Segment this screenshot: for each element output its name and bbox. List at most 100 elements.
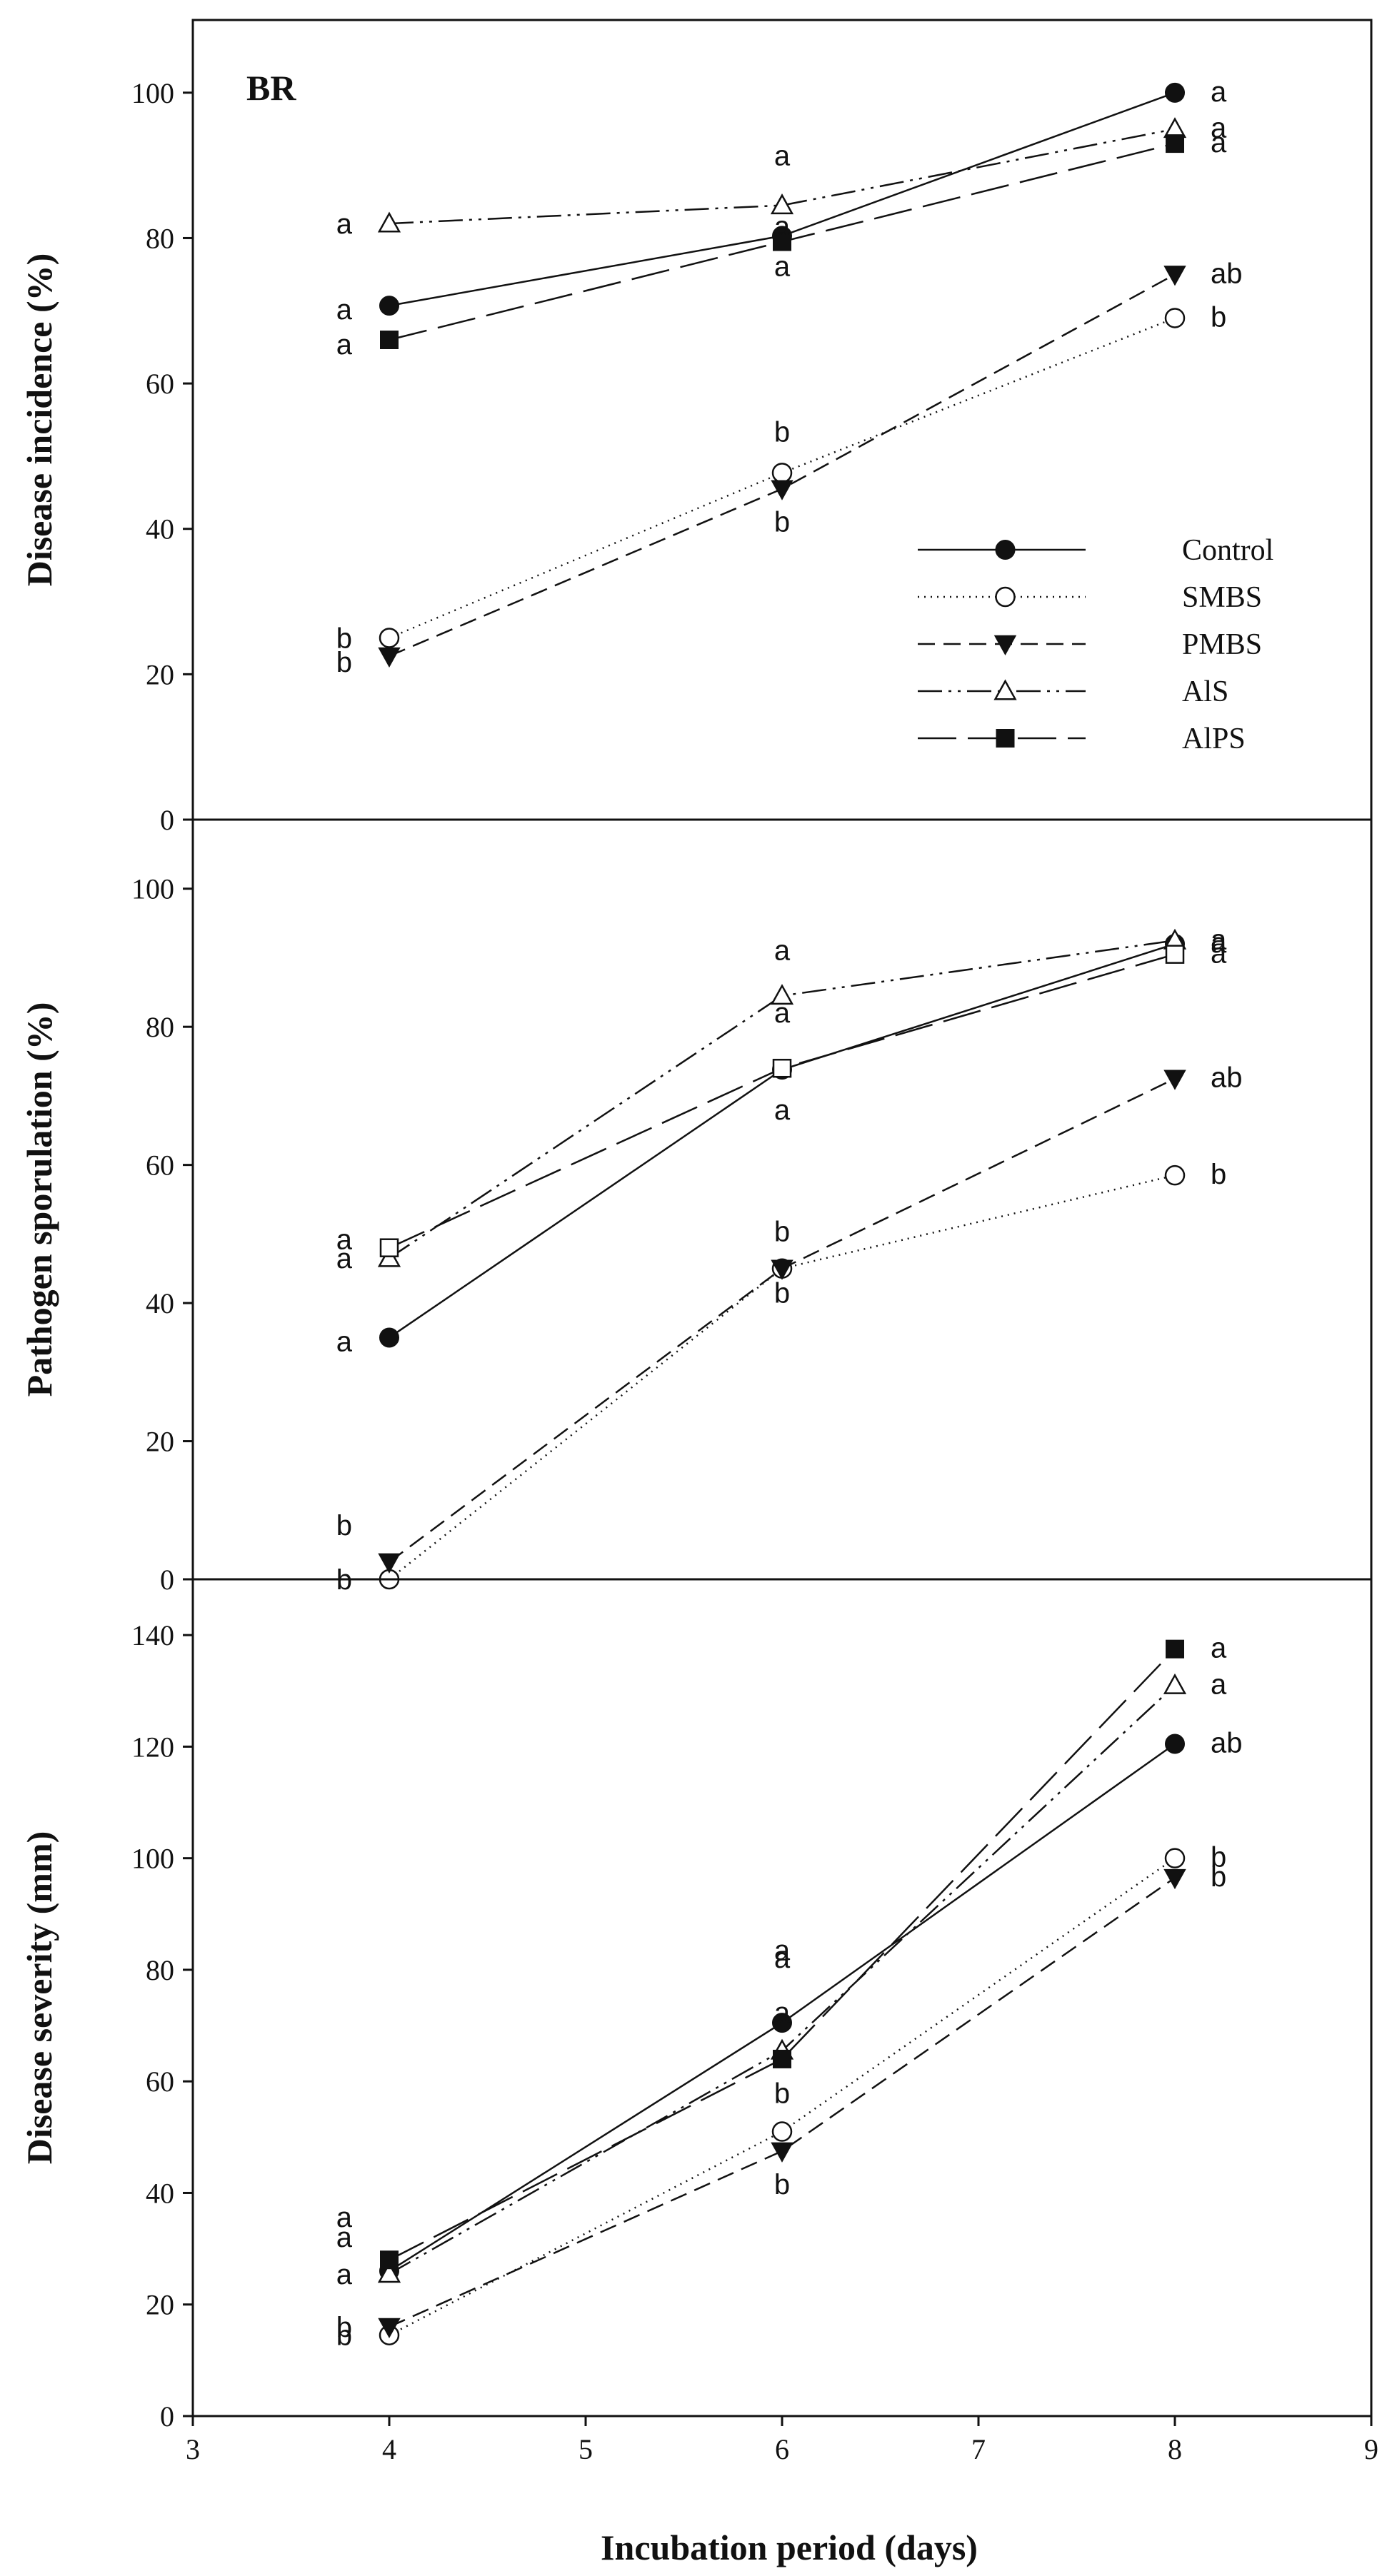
series-incidence-SMBS	[379, 308, 1186, 648]
x-tick-label: 6	[775, 2433, 789, 2465]
significance-letter-AlS-x6: a	[774, 141, 791, 172]
y-tick-label-severity: 120	[131, 1731, 174, 1763]
data-point-AlPS-x8	[1166, 134, 1184, 154]
legend-label-SMBS: SMBS	[1182, 581, 1262, 614]
y-tick-label-sporulation: 100	[131, 873, 174, 905]
significance-letter-Control-x6: a	[774, 1095, 791, 1126]
data-point-AlS-x4	[377, 2262, 401, 2283]
data-point-PMBS-x6	[771, 1259, 793, 1280]
y-tick-label-sporulation: 20	[146, 1426, 174, 1458]
significance-letter-AlPS-x6: a	[774, 1943, 791, 1974]
significance-letter-AlS-x4: a	[336, 2259, 353, 2290]
significance-letter-Control-x4: a	[336, 1326, 353, 1357]
significance-letter-SMBS-x8: b	[1211, 1842, 1226, 1873]
data-point-PMBS-x8	[1163, 266, 1186, 286]
series-line-AlPS	[389, 1648, 1176, 2261]
series-line-AlS	[389, 128, 1176, 225]
data-point-PMBS-x8	[1163, 1868, 1186, 1890]
y-tick-label-severity: 40	[146, 2177, 174, 2209]
data-point-AlS-x6	[770, 193, 794, 215]
legend-label-AlPS: AlPS	[1182, 723, 1246, 755]
data-point-Control-x4	[379, 1327, 399, 1348]
legend-label-PMBS: PMBS	[1182, 628, 1262, 661]
series-incidence-AlS	[377, 117, 1187, 233]
x-tick-label: 8	[1168, 2433, 1182, 2465]
significance-letter-PMBS-x8: b	[1211, 1861, 1226, 1893]
y-tick-label-severity: 100	[131, 1843, 174, 1875]
data-point-PMBS-x4	[378, 647, 401, 668]
significance-letter-AlPS-x8: a	[1211, 938, 1227, 970]
significance-letter-PMBS-x6: b	[774, 507, 790, 538]
significance-letter-AlS-x8: a	[1211, 1669, 1227, 1700]
significance-letter-PMBS-x4: b	[336, 647, 352, 678]
series-line-AlS	[389, 940, 1176, 1259]
x-tick-label: 9	[1364, 2433, 1378, 2465]
data-point-SMBS-x6	[771, 463, 793, 483]
significance-letter-AlPS-x8: a	[1211, 1633, 1227, 1664]
data-point-AlPS-x6	[772, 1058, 792, 1078]
significance-letter-AlS-x4: a	[336, 1243, 353, 1274]
y-tick-label-incidence: 60	[146, 368, 174, 400]
significance-letter-AlPS-x6: a	[774, 997, 791, 1029]
significance-letter-AlS-x8: a	[1211, 113, 1227, 144]
legend-marker-PMBS	[993, 635, 1017, 656]
significance-letter-SMBS-x4: b	[336, 2320, 352, 2352]
legend-entry-SMBS: SMBS	[918, 581, 1262, 614]
legend-label-Control: Control	[1182, 534, 1273, 567]
legend-marker-AlPS	[996, 729, 1015, 748]
significance-letter-SMBS-x8: b	[1211, 1159, 1226, 1190]
y-tick-label-incidence: 40	[146, 513, 174, 545]
y-tick-label-severity: 140	[131, 1619, 174, 1651]
x-tick-label: 3	[186, 2433, 200, 2465]
series-incidence-AlPS	[380, 134, 1184, 349]
x-tick-label: 7	[971, 2433, 986, 2465]
data-point-AlS-x8	[1163, 1673, 1187, 1694]
y-axis-title-incidence: Disease incidence (%)	[19, 253, 59, 587]
significance-letter-SMBS-x6: b	[774, 2078, 790, 2110]
data-point-PMBS-x6	[771, 480, 793, 500]
series-severity-PMBS	[378, 1868, 1186, 2339]
data-point-AlPS-x6	[773, 2049, 791, 2068]
series-severity-AlPS	[380, 1639, 1184, 2270]
significance-letter-Control-x8: ab	[1211, 1727, 1243, 1759]
data-point-AlS-x4	[377, 211, 401, 233]
significance-letter-Control-x4: a	[336, 2222, 353, 2253]
y-tick-label-sporulation: 0	[160, 1564, 174, 1596]
significance-letter-AlPS-x8: a	[1211, 127, 1227, 159]
series-line-SMBS	[389, 317, 1176, 639]
data-point-SMBS-x8	[1164, 1164, 1186, 1186]
y-axis-title-severity: Disease severity (mm)	[19, 1831, 59, 2164]
significance-letter-SMBS-x8: b	[1211, 301, 1226, 333]
significance-letter-AlPS-x6: a	[774, 251, 791, 283]
legend-entry-AlPS: AlPS	[918, 723, 1246, 755]
y-tick-label-severity: 20	[146, 2289, 174, 2321]
y-tick-label-incidence: 0	[160, 804, 174, 836]
data-point-Control-x4	[379, 296, 399, 316]
x-axis-title: Incubation period (days)	[601, 2527, 978, 2567]
data-point-PMBS-x8	[1163, 1070, 1186, 1090]
data-point-SMBS-x6	[771, 2121, 793, 2142]
series-line-PMBS	[389, 1876, 1176, 2328]
y-tick-label-incidence: 100	[131, 77, 174, 109]
significance-letter-PMBS-x8: ab	[1211, 258, 1243, 289]
significance-letter-SMBS-x6: b	[774, 1278, 790, 1309]
legend-entry-PMBS: PMBS	[918, 628, 1262, 661]
y-tick-label-incidence: 20	[146, 658, 174, 690]
legend-marker-AlS	[993, 679, 1017, 700]
significance-letter-AlPS-x4: a	[336, 2202, 353, 2233]
data-point-Control-x8	[1165, 1734, 1185, 1754]
legend-marker-Control	[995, 540, 1016, 560]
legend-entry-AlS: AlS	[918, 675, 1228, 708]
series-sporulation-PMBS	[378, 1070, 1186, 1574]
x-tick-label: 5	[579, 2433, 593, 2465]
significance-letter-PMBS-x8: ab	[1211, 1062, 1243, 1094]
series-sporulation-AlPS	[379, 945, 1185, 1257]
significance-letter-PMBS-x4: b	[336, 1510, 352, 1541]
significance-letter-PMBS-x6: b	[774, 1217, 790, 1248]
panel-tag: BR	[246, 68, 296, 108]
y-axis-title-sporulation: Pathogen sporulation (%)	[19, 1002, 59, 1397]
